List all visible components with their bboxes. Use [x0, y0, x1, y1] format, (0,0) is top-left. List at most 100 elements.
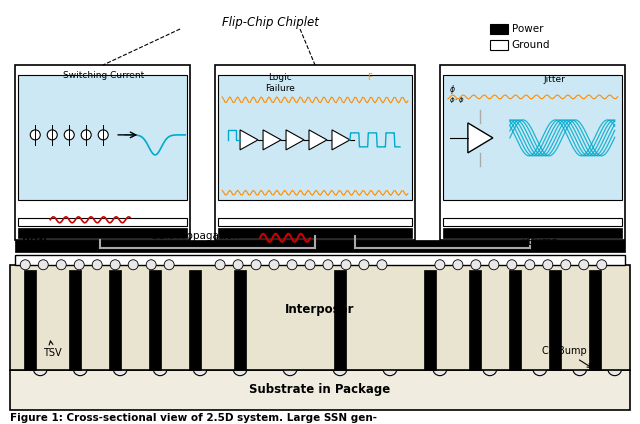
Bar [443, 75, 621, 200]
Bar [10, 370, 630, 410]
Circle shape [579, 260, 589, 270]
Bar [424, 270, 436, 370]
Text: TSV: TSV [43, 341, 61, 358]
Circle shape [533, 362, 547, 376]
Circle shape [164, 260, 174, 270]
Circle shape [483, 362, 497, 376]
Text: μBump: μBump [521, 237, 558, 247]
Circle shape [81, 130, 92, 140]
Circle shape [333, 362, 347, 376]
Circle shape [56, 260, 66, 270]
Circle shape [471, 260, 481, 270]
Circle shape [543, 260, 553, 270]
Bar [469, 270, 481, 370]
Circle shape [20, 260, 30, 270]
Bar [10, 265, 630, 370]
Polygon shape [468, 123, 493, 153]
Circle shape [453, 260, 463, 270]
Bar [218, 228, 412, 238]
Circle shape [305, 260, 315, 270]
Bar [490, 40, 508, 50]
Circle shape [283, 362, 297, 376]
Bar [589, 270, 601, 370]
Circle shape [74, 260, 84, 270]
Circle shape [146, 260, 156, 270]
Bar [149, 270, 161, 370]
Text: Logic: Logic [268, 73, 292, 82]
Bar [218, 75, 412, 200]
Text: SSN Propagation: SSN Propagation [152, 231, 239, 241]
Text: $\phi$: $\phi$ [449, 84, 456, 96]
Text: Ground: Ground [512, 40, 550, 50]
Text: Figure 1: Cross-sectional view of 2.5D system. Large SSN gen-: Figure 1: Cross-sectional view of 2.5D s… [10, 413, 377, 423]
Bar [189, 270, 201, 370]
Circle shape [383, 362, 397, 376]
Circle shape [215, 260, 225, 270]
Text: Failure: Failure [265, 84, 295, 93]
Circle shape [489, 260, 499, 270]
Bar [443, 228, 621, 238]
Bar [548, 270, 561, 370]
Circle shape [435, 260, 445, 270]
Circle shape [64, 130, 74, 140]
Circle shape [596, 260, 607, 270]
Text: Substrate in Package: Substrate in Package [250, 383, 390, 396]
Circle shape [608, 362, 621, 376]
Circle shape [98, 130, 108, 140]
Text: Switching Current: Switching Current [63, 71, 144, 80]
Polygon shape [332, 130, 350, 150]
Text: PDN: PDN [22, 237, 47, 247]
Text: $\phi\cdot\phi$: $\phi\cdot\phi$ [449, 95, 465, 105]
Circle shape [377, 260, 387, 270]
Circle shape [573, 362, 587, 376]
Circle shape [561, 260, 571, 270]
Bar [215, 65, 415, 240]
Circle shape [287, 260, 297, 270]
Circle shape [251, 260, 261, 270]
Circle shape [33, 362, 47, 376]
Circle shape [73, 362, 87, 376]
Circle shape [128, 260, 138, 270]
Bar [19, 218, 187, 226]
Circle shape [30, 130, 40, 140]
Circle shape [193, 362, 207, 376]
Bar [443, 218, 621, 226]
Circle shape [323, 260, 333, 270]
Circle shape [113, 362, 127, 376]
Text: Interposer: Interposer [285, 303, 355, 316]
Bar [24, 270, 36, 370]
Circle shape [507, 260, 517, 270]
Text: Power: Power [512, 24, 543, 34]
Bar [334, 270, 346, 370]
Polygon shape [263, 130, 281, 150]
Circle shape [525, 260, 535, 270]
Bar [490, 24, 508, 34]
Circle shape [269, 260, 279, 270]
Circle shape [38, 260, 48, 270]
Text: Flip-Chip Chiplet: Flip-Chip Chiplet [221, 17, 319, 30]
Bar [15, 255, 625, 265]
Bar [109, 270, 121, 370]
Circle shape [110, 260, 120, 270]
Bar [509, 270, 521, 370]
Circle shape [433, 362, 447, 376]
Bar [19, 75, 187, 200]
Circle shape [359, 260, 369, 270]
Polygon shape [286, 130, 304, 150]
Bar [234, 270, 246, 370]
Text: Jitter: Jitter [544, 75, 566, 84]
Polygon shape [309, 130, 327, 150]
Text: F: F [367, 73, 372, 82]
Circle shape [341, 260, 351, 270]
Bar [15, 65, 190, 240]
Bar [19, 228, 187, 238]
Bar [440, 65, 625, 240]
Circle shape [47, 130, 57, 140]
Bar [69, 270, 81, 370]
Polygon shape [240, 130, 258, 150]
Text: C4 Bump: C4 Bump [543, 346, 591, 368]
Bar [218, 218, 412, 226]
Circle shape [233, 362, 247, 376]
Circle shape [92, 260, 102, 270]
Circle shape [153, 362, 167, 376]
